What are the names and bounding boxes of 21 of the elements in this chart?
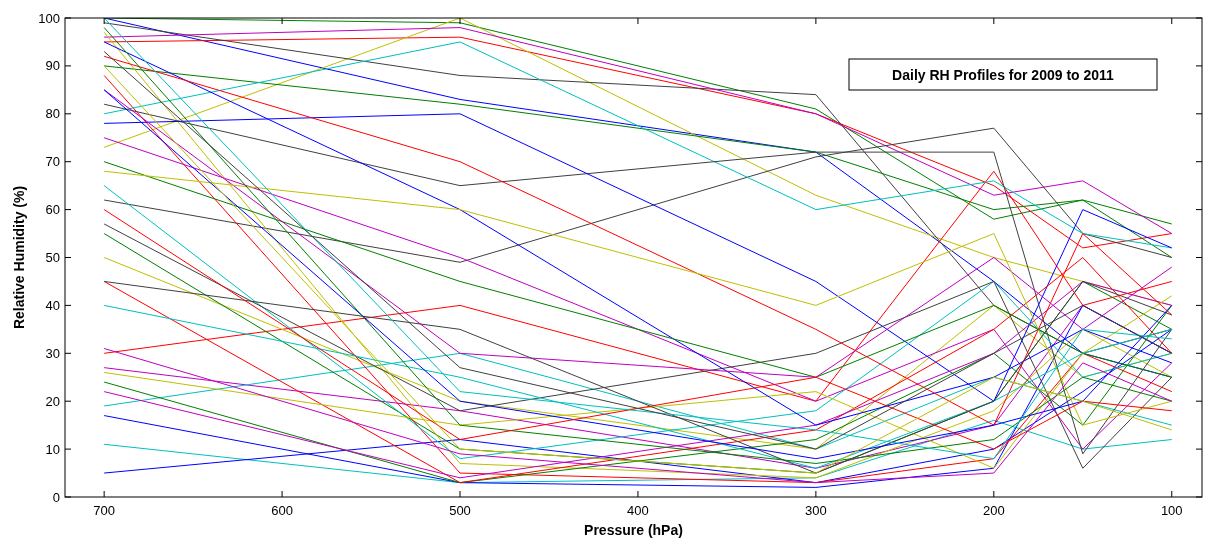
x-tick-label: 500	[449, 503, 471, 518]
y-tick-label: 50	[45, 250, 60, 265]
y-tick-label: 100	[38, 10, 60, 26]
y-axis-title: Relative Humidity (%)	[11, 185, 27, 330]
y-tick-label: 40	[45, 297, 60, 313]
x-tick-label: 700	[93, 503, 115, 518]
y-tick-label: 80	[45, 106, 60, 122]
x-axis-title: Pressure (hPa)	[584, 522, 683, 538]
text: Daily RH Profiles for 2009 to 2011	[892, 67, 1115, 83]
x-tick-label: 100	[1160, 503, 1183, 518]
x-tick-label: 200	[982, 503, 1005, 518]
y-tick-label: 30	[45, 345, 60, 361]
x-tick-label: 300	[805, 503, 827, 518]
y-tick-label: 0	[52, 489, 60, 505]
y-tick-label: 70	[45, 154, 60, 170]
y-tick-label: 60	[45, 202, 60, 218]
x-tick-label: 400	[627, 503, 649, 518]
y-tick-label: 10	[45, 441, 60, 457]
y-tick-label: 20	[45, 393, 60, 409]
y-tick-label: 90	[45, 58, 60, 74]
x-tick-label: 600	[271, 503, 293, 518]
